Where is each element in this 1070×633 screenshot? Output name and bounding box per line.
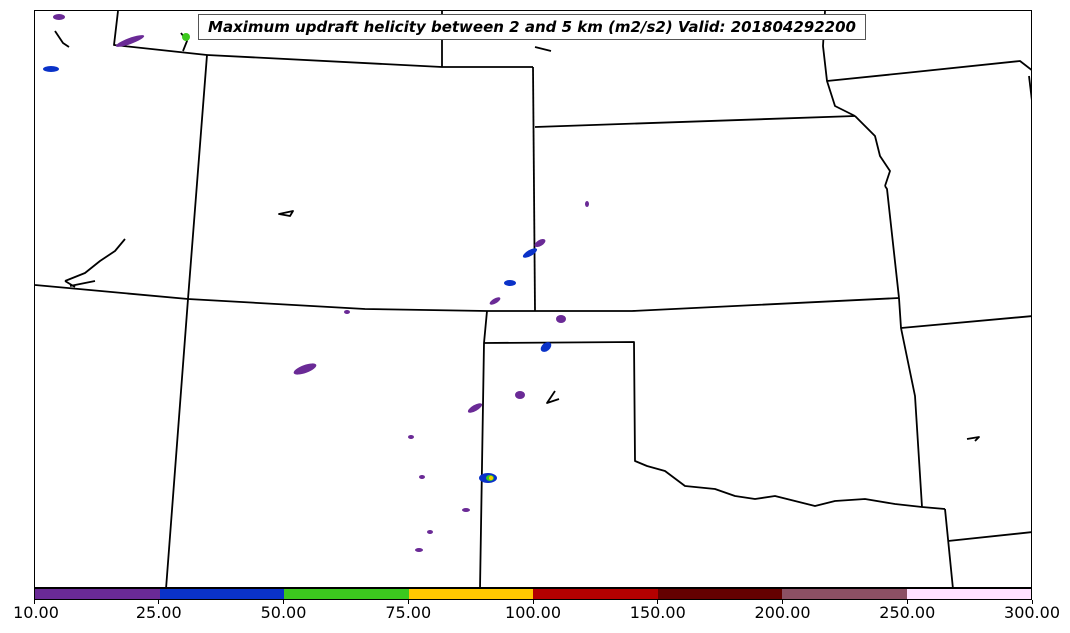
state-boundary: [944, 508, 954, 587]
state-boundary: [113, 11, 208, 56]
state-boundary: [479, 310, 488, 587]
helicity-cell: [522, 248, 538, 258]
helicity-cell: [534, 239, 546, 247]
map-canvas: [35, 11, 1031, 587]
colorbar-tick: [657, 600, 659, 604]
helicity-cell: [489, 476, 493, 480]
map-panel: [34, 10, 1032, 588]
colorbar-tick-label: 10.00: [13, 603, 59, 622]
colorbar-tick: [782, 600, 783, 604]
helicity-cell: [467, 403, 483, 413]
colorbar-segment: [533, 589, 658, 599]
colorbar-segment: [284, 589, 409, 599]
helicity-cell: [115, 35, 145, 47]
helicity-cell: [293, 363, 317, 375]
helicity-cell: [585, 201, 589, 207]
state-boundary: [854, 115, 891, 187]
colorbar: [34, 588, 1032, 600]
helicity-cell: [419, 475, 425, 479]
lake-outline: [54, 30, 70, 48]
helicity-cell: [408, 435, 414, 439]
colorbar-tick: [906, 600, 908, 604]
colorbar-tick-label: 50.00: [260, 603, 307, 622]
helicity-cell: [43, 66, 59, 72]
state-boundary: [35, 284, 900, 312]
lake-outline: [64, 238, 126, 288]
helicity-cell: [462, 508, 470, 512]
state-boundary: [483, 341, 946, 510]
colorbar-segment: [159, 589, 284, 599]
colorbar-segment: [35, 589, 160, 599]
colorbar-tick: [33, 600, 35, 604]
colorbar-tick: [283, 600, 284, 604]
helicity-cell: [415, 548, 423, 552]
state-boundary: [826, 60, 1031, 82]
lake-outline: [546, 390, 560, 404]
helicity-cell: [427, 530, 433, 534]
colorbar-tick-label: 100.00: [505, 603, 561, 622]
state-boundary: [532, 66, 536, 312]
lake-outline: [278, 210, 294, 217]
helicity-cell: [344, 310, 350, 314]
map-title: Maximum updraft helicity between 2 and 5…: [198, 14, 866, 40]
lake-outline: [966, 436, 980, 442]
colorbar-segment: [782, 589, 907, 599]
state-boundary: [206, 54, 533, 68]
colorbar-tick: [1031, 600, 1033, 604]
helicity-cell: [540, 342, 552, 352]
state-boundary: [898, 297, 923, 508]
colorbar-tick: [158, 600, 160, 604]
helicity-cell: [53, 14, 65, 20]
colorbar-tick-label: 150.00: [629, 603, 686, 622]
helicity-cell: [515, 391, 525, 399]
colorbar-tick-label: 25.00: [135, 603, 182, 622]
colorbar-segment: [906, 589, 1031, 599]
helicity-cell: [504, 280, 516, 286]
state-boundary: [534, 115, 856, 128]
colorbar-tick: [407, 600, 409, 604]
lake-outline: [534, 46, 552, 52]
colorbar-segment: [657, 589, 782, 599]
state-boundary: [947, 531, 1031, 542]
helicity-cell: [182, 33, 190, 41]
state-boundary: [900, 315, 1031, 329]
colorbar-tick-label: 250.00: [879, 603, 936, 622]
helicity-cell: [556, 315, 566, 323]
state-boundary: [884, 185, 900, 299]
state-boundary: [165, 54, 208, 587]
helicity-cell: [489, 297, 501, 305]
colorbar-tick: [532, 600, 534, 604]
colorbar-segment: [408, 589, 533, 599]
colorbar-tick-label: 200.00: [754, 603, 811, 622]
state-boundary: [1028, 75, 1031, 101]
colorbar-tick-label: 75.00: [385, 603, 432, 622]
colorbar-tick-label: 300.00: [1004, 603, 1060, 622]
